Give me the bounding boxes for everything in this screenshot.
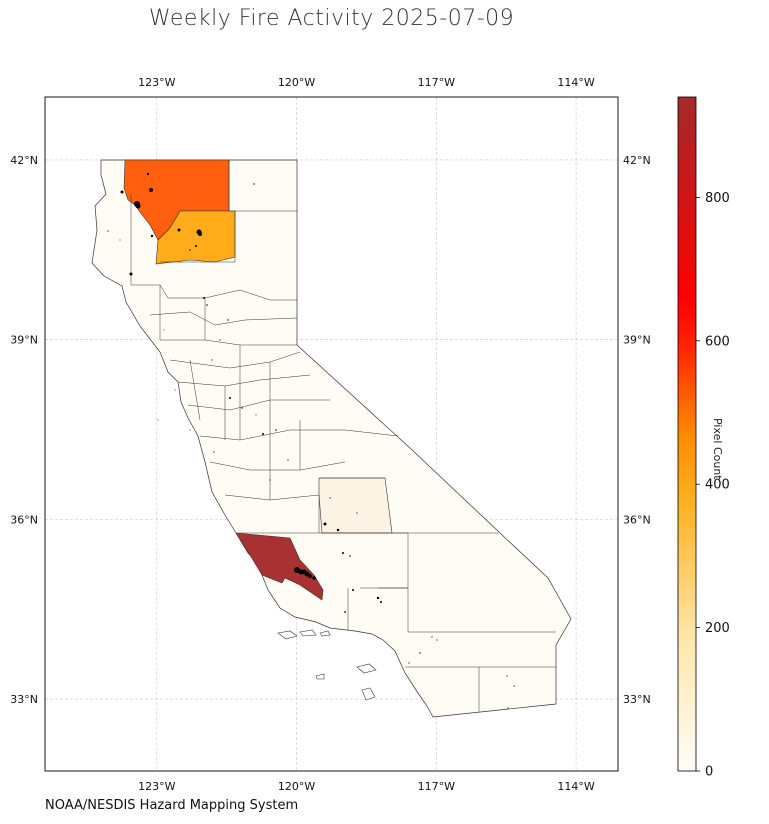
county-layer	[123, 159, 393, 601]
lon-label-bottom: 120°W	[278, 780, 315, 793]
fire-dot	[189, 249, 191, 251]
fire-dot	[408, 662, 410, 664]
fire-dot	[219, 339, 221, 341]
map-frame	[44, 96, 619, 772]
fire-dot	[135, 203, 141, 209]
fire-dot	[255, 414, 257, 416]
lon-label-top: 114°W	[557, 76, 594, 89]
colorbar-tick-label: 600	[705, 334, 730, 349]
fire-dot	[195, 245, 197, 247]
fire-dot	[157, 419, 159, 421]
fire-dot	[227, 319, 229, 321]
fire-dot	[436, 639, 438, 641]
island	[356, 663, 377, 674]
fire-dot	[376, 596, 380, 600]
fire-dot	[336, 528, 340, 532]
lon-label-bottom: 117°W	[418, 780, 455, 793]
colorbar-tick-label: 800	[705, 191, 730, 206]
fire-dot	[211, 359, 213, 361]
colorbar: 0 200 400 600 800	[677, 96, 730, 780]
credit-text: NOAA/NESDIS Hazard Mapping System	[45, 798, 299, 813]
colorbar-tick-label: 400	[705, 478, 730, 493]
fire-dot	[119, 239, 121, 241]
county-san-luis-obispo	[235, 532, 324, 601]
fire-dot	[323, 522, 327, 526]
fire-dot	[344, 611, 346, 613]
island	[277, 630, 298, 640]
county-boundaries	[130, 160, 556, 712]
fire-dot	[312, 576, 316, 580]
colorbar-tick-label: 200	[705, 621, 730, 636]
fire-detections	[107, 172, 515, 709]
fire-dot	[174, 389, 176, 391]
colorbar-gradient	[677, 96, 697, 772]
fire-dot	[150, 234, 154, 238]
axis-labels: 123°W 123°W 120°W 120°W 117°W 117°W 114°W 114°W…	[10, 76, 650, 793]
fire-dot	[269, 479, 271, 481]
fire-dot	[241, 407, 243, 409]
colorbar-tick-label: 0	[705, 765, 713, 780]
lon-label-bottom: 123°W	[138, 780, 175, 793]
lon-label-top: 117°W	[418, 76, 455, 89]
fire-dot	[356, 512, 358, 514]
lat-label-left: 33°N	[10, 693, 38, 706]
fire-dot	[342, 552, 344, 554]
fire-dot	[329, 497, 331, 499]
fire-dot	[507, 707, 509, 709]
lat-label-right: 39°N	[623, 334, 651, 347]
fire-dot	[129, 272, 133, 276]
fire-dot	[107, 230, 109, 232]
fire-dot	[213, 451, 215, 453]
fire-dot	[120, 190, 124, 194]
fire-dot	[206, 304, 208, 306]
fire-dot	[203, 297, 205, 299]
fire-dot	[287, 459, 289, 461]
lon-label-top: 123°W	[138, 76, 175, 89]
island	[319, 630, 331, 637]
fire-dot	[419, 652, 421, 654]
island	[361, 687, 376, 701]
fire-dot	[149, 188, 153, 192]
fire-dot	[146, 172, 150, 176]
fire-dot	[308, 574, 312, 578]
lat-label-right: 42°N	[623, 154, 651, 167]
fire-dot	[275, 429, 277, 431]
colorbar-label: Pixel Count	[711, 418, 724, 480]
fire-dot	[513, 685, 515, 687]
island	[315, 673, 325, 680]
fire-dot	[431, 636, 433, 638]
fire-dot	[229, 397, 231, 399]
lon-label-top: 120°W	[278, 76, 315, 89]
fire-dot	[253, 183, 255, 185]
lon-label-bottom: 114°W	[557, 780, 594, 793]
lat-label-left: 39°N	[10, 334, 38, 347]
lat-label-left: 42°N	[10, 154, 38, 167]
fire-dot	[189, 429, 191, 431]
fire-dot	[506, 675, 508, 677]
fire-dot	[380, 601, 382, 603]
fire-dot	[352, 589, 354, 591]
island	[299, 629, 317, 637]
lat-label-right: 33°N	[623, 693, 651, 706]
fire-dot	[177, 228, 181, 232]
map-title: Weekly Fire Activity 2025-07-09	[148, 6, 515, 31]
fire-dot	[294, 567, 300, 573]
fire-dot	[163, 329, 165, 331]
lat-label-right: 36°N	[623, 513, 651, 526]
fire-dot	[262, 433, 264, 435]
county-tulare	[318, 477, 393, 534]
lat-label-left: 36°N	[10, 513, 38, 526]
fire-dot	[198, 232, 202, 236]
fire-dot	[349, 555, 351, 557]
